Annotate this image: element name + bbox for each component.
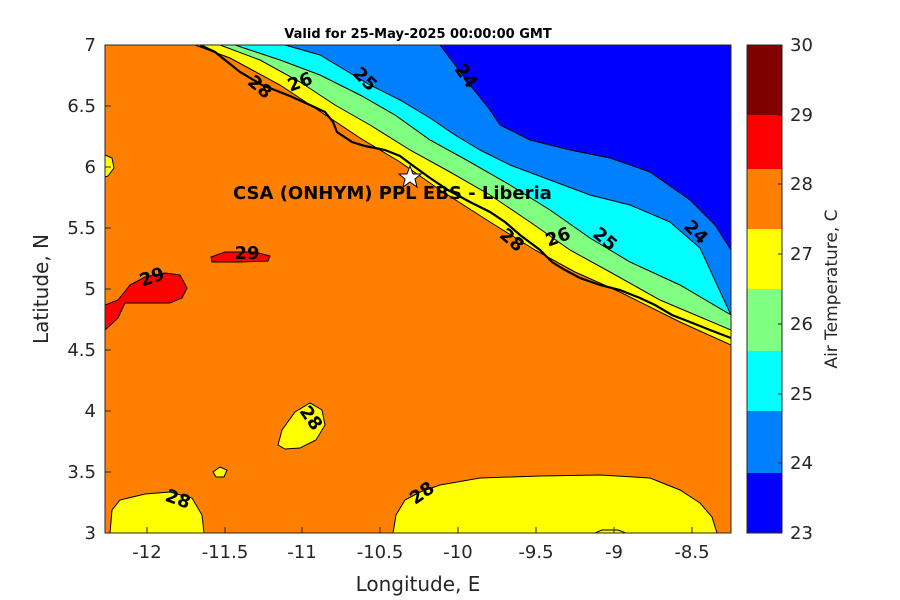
x-tick-label: -9.5 (518, 542, 553, 563)
contour-lines (105, 45, 731, 533)
colorbar-tick-label: 26 (790, 314, 813, 335)
colorbar-swatch-26-27 (747, 229, 782, 289)
y-tick-label: 3.5 (67, 462, 96, 483)
colorbar-swatch-27-28 (747, 169, 782, 229)
map-title: Valid for 25-May-2025 00:00:00 GMT (284, 27, 552, 42)
y-axis-label: Latitude, N (29, 234, 53, 344)
colorbar-tick-label: 30 (790, 35, 813, 56)
colorbar-swatch-23-24 (747, 411, 782, 473)
coastline (199, 45, 731, 340)
colorbar-tick-label: 25 (790, 384, 813, 405)
site-label: CSA (ONHYM) PPL EBS - Liberia (233, 183, 552, 204)
x-tick-label: -10.5 (357, 542, 404, 563)
y-tick-label: 4.5 (67, 340, 96, 361)
colorbar-tick-label: 28 (790, 174, 813, 195)
y-tick-label: 6 (85, 157, 96, 178)
y-tick-label: 5.5 (67, 218, 96, 239)
colorbar: 30 29 28 27 26 25 24 23 Air Temperature,… (746, 35, 842, 544)
colorbar-swatch-25-26 (747, 289, 782, 351)
band-27-patch-west-edge (105, 155, 114, 177)
colorbar-swatch-23 (747, 473, 782, 533)
colorbar-label: Air Temperature, C (822, 209, 842, 368)
x-tick-label: -8.5 (674, 542, 709, 563)
x-tick-label: -9 (605, 542, 623, 563)
x-axis-label: Longitude, E (356, 572, 481, 596)
x-tick-label: -11 (287, 542, 316, 563)
band-29-patch-west (105, 273, 187, 330)
y-tick-label: 6.5 (67, 96, 96, 117)
temperature-field (105, 45, 731, 533)
colorbar-tick-label: 27 (790, 244, 813, 265)
y-tick-label: 7 (85, 35, 96, 56)
band-27-patch-south (393, 475, 717, 533)
colorbar-tick-label: 23 (790, 523, 813, 544)
y-axis: 7 6.5 6 5.5 5 4.5 4 3.5 3 Latitude, N (29, 35, 111, 544)
colorbar-swatch-29-30 (747, 45, 782, 115)
y-tick-label: 4 (85, 401, 96, 422)
band-29-patch-central (211, 252, 270, 262)
colorbar-swatch-24-25 (747, 351, 782, 411)
y-tick-label: 5 (85, 279, 96, 300)
band-27-patch-southwest (110, 492, 204, 533)
colorbar-swatch-28-29 (747, 115, 782, 169)
colorbar-tick-label: 29 (790, 105, 813, 126)
band-27-patch-central (278, 403, 325, 449)
contour-label: 29 (234, 243, 259, 264)
band-23-24 (440, 45, 731, 250)
colorbar-tick-label: 24 (790, 453, 813, 474)
y-tick-label: 3 (85, 523, 96, 544)
site-star-icon (397, 164, 423, 189)
x-tick-label: -12 (132, 542, 161, 563)
x-axis: -12 -11.5 -11 -10.5 -10 -9.5 -9 -8.5 Lon… (132, 527, 710, 596)
x-tick-label: -11.5 (202, 542, 249, 563)
x-tick-label: -10 (443, 542, 472, 563)
